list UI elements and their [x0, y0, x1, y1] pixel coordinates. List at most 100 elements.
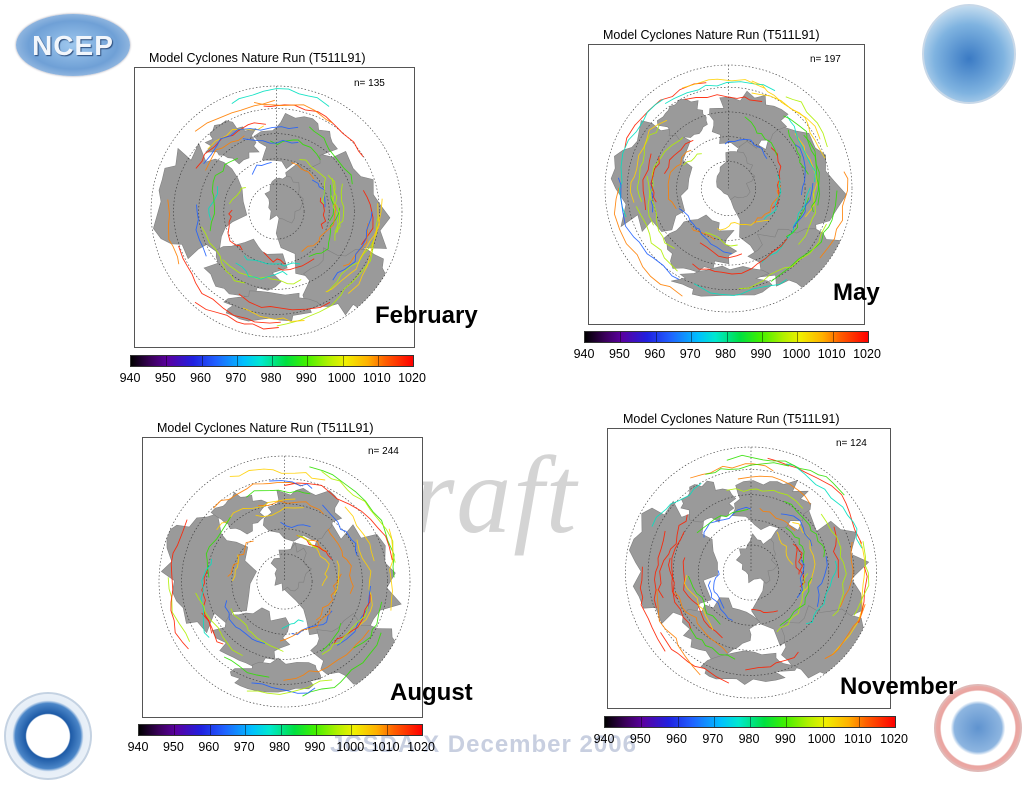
cyclone-track — [776, 573, 809, 633]
latitude-circle — [248, 183, 305, 240]
cyclone-track — [803, 134, 820, 213]
pressure-colorbar-august — [138, 724, 423, 736]
cyclone-track — [251, 161, 272, 175]
panel-title-february: Model Cyclones Nature Run (T511L91) — [149, 51, 366, 65]
cyclone-track — [327, 174, 336, 202]
latitude-circle — [647, 469, 855, 676]
satellite-center-logo — [922, 4, 1016, 104]
cyclone-track — [246, 489, 311, 498]
cyclone-track — [726, 488, 804, 509]
latitude-circle — [651, 111, 806, 266]
colorbar-tick — [245, 725, 247, 735]
cyclone-track — [301, 203, 337, 252]
colorbar-tick-label: 1000 — [807, 732, 836, 746]
cyclone-track — [639, 566, 666, 652]
cyclone-track — [726, 454, 845, 496]
cyclone-track — [336, 585, 371, 646]
cyclone-track — [242, 138, 299, 144]
cyclone-track — [216, 498, 296, 531]
cyclone-track — [647, 137, 684, 226]
colorbar-tick — [307, 356, 309, 366]
cyclone-track — [664, 139, 694, 174]
colorbar-tick-label: 990 — [304, 740, 326, 754]
cyclone-track — [785, 96, 828, 148]
cyclone-track — [194, 99, 275, 132]
cyclone-track — [308, 540, 330, 586]
cyclone-track — [243, 255, 301, 267]
cyclone-track — [759, 507, 796, 531]
cyclone-track — [195, 592, 243, 656]
colorbar-tick-label: 990 — [295, 371, 317, 385]
cyclone-track — [656, 589, 701, 676]
month-label-august: August — [390, 679, 473, 706]
cyclone-track — [194, 301, 279, 330]
cyclone-track — [770, 190, 838, 282]
cyclone-track — [805, 560, 838, 625]
map-outer-mask — [608, 429, 890, 708]
cyclone-track — [657, 514, 688, 599]
cyclone-track — [653, 530, 666, 609]
cyclone-track — [737, 475, 811, 505]
colorbar-tick-label: 940 — [573, 347, 595, 361]
cyclone-track — [333, 594, 371, 645]
cyclone-track — [238, 293, 331, 311]
colorbar-tick — [377, 356, 379, 366]
cyclone-track — [327, 528, 354, 594]
land-mass — [229, 657, 322, 693]
colorbar-tick-label: 980 — [269, 740, 290, 754]
cyclone-track — [329, 184, 335, 222]
colorbar-tick-label: 1010 — [362, 371, 391, 385]
cyclone-track — [744, 116, 778, 156]
cyclone-track — [816, 556, 828, 607]
colorbar-tick-label: 1020 — [407, 740, 435, 754]
cyclone-track — [796, 559, 805, 599]
colorbar-tick — [620, 332, 622, 342]
land-mass — [735, 533, 778, 584]
cyclone-track — [636, 125, 660, 202]
cyclone-track — [660, 632, 730, 684]
colorbar-tick-label: 1000 — [336, 740, 365, 754]
national-weather-service-logo — [934, 684, 1022, 772]
cyclone-track — [671, 531, 685, 600]
latitude-circle — [181, 478, 388, 685]
cyclone-track — [258, 500, 324, 515]
cyclone-track — [321, 606, 369, 655]
cyclone-track — [682, 78, 765, 89]
cyclone-track — [269, 139, 321, 161]
cyclone-track — [824, 604, 866, 660]
cyclone-track — [229, 468, 326, 481]
cyclone-track — [246, 679, 333, 695]
cyclone-track — [309, 466, 395, 578]
cyclone-track — [651, 483, 702, 527]
colorbar-tick — [315, 725, 317, 735]
latitude-circle — [701, 161, 756, 216]
cyclone-track — [819, 171, 849, 259]
cyclone-track — [794, 144, 806, 196]
map-outer-mask — [135, 68, 414, 347]
cyclone-track — [839, 541, 854, 608]
cyclone-track — [794, 133, 818, 218]
cyclone-track — [203, 126, 299, 165]
colorbar-tick — [386, 725, 388, 735]
cyclone-track — [792, 183, 814, 229]
cyclone-track — [683, 153, 702, 166]
cyclone-track — [322, 504, 358, 556]
panel-title-november: Model Cyclones Nature Run (T511L91) — [623, 412, 840, 426]
cyclone-track — [785, 527, 805, 563]
cyclone-track — [201, 569, 213, 634]
latitude-circle — [206, 503, 363, 660]
colorbar-tick-label: 980 — [260, 371, 282, 385]
latitude-circle — [158, 455, 411, 708]
cyclone-track — [687, 575, 721, 625]
cyclone-track — [613, 187, 683, 297]
cyclone-track — [724, 138, 768, 160]
colorbar-tick-label: 960 — [666, 732, 687, 746]
cyclone-track — [280, 521, 311, 528]
cyclone-track — [205, 135, 245, 171]
cyclone-track — [787, 129, 809, 175]
cyclone-count-november: n= 124 — [836, 438, 867, 449]
cyclone-track — [269, 480, 313, 489]
colorbar-tick-label: 970 — [679, 347, 701, 361]
cyclone-track — [315, 573, 342, 621]
colorbar-tick — [236, 356, 238, 366]
